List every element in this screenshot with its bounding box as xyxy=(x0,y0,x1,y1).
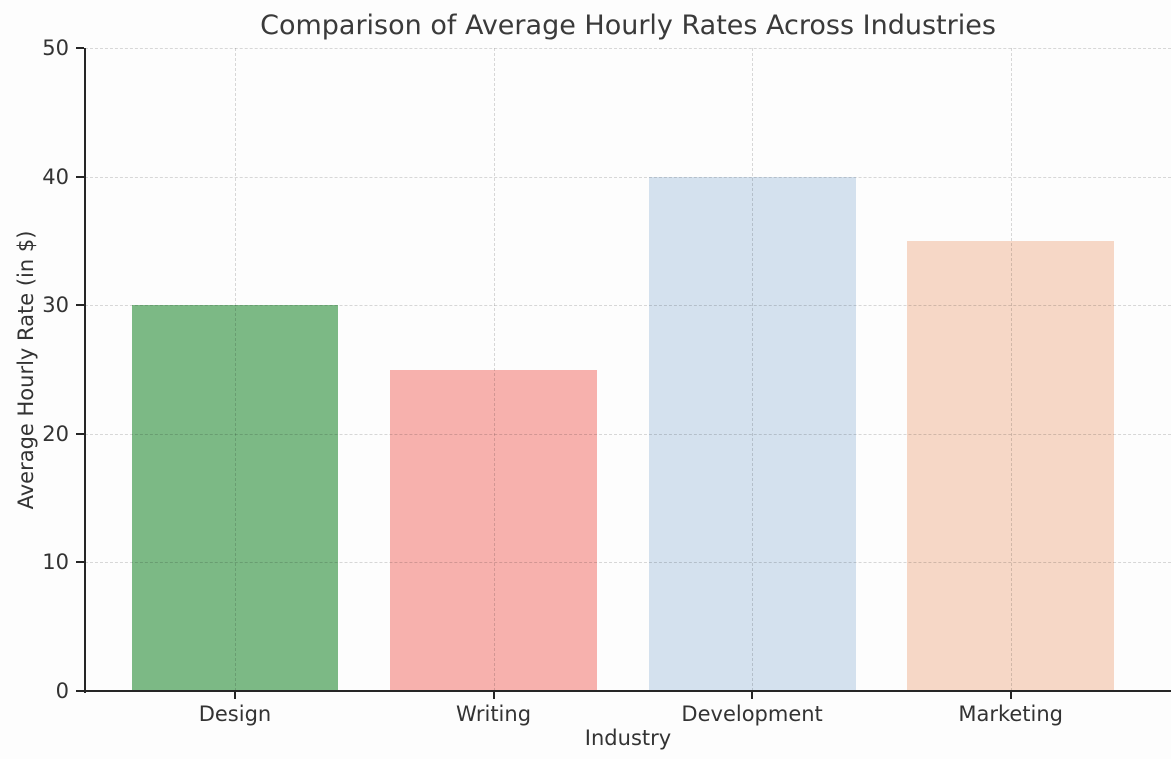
gridline-y-50 xyxy=(85,48,1171,49)
y-tick-label-50: 50 xyxy=(42,36,69,60)
y-tick-0 xyxy=(76,690,84,692)
bar-marketing xyxy=(907,240,1115,691)
y-axis-spine xyxy=(84,48,86,693)
x-tick-label-development: Development xyxy=(681,702,823,726)
axis-layer: 0 10 20 30 40 50 Design Writing Development Marke… xyxy=(42,36,1171,726)
gridline-y-20 xyxy=(85,433,1171,435)
bar-writing xyxy=(390,369,597,691)
x-tick-label-design: Design xyxy=(198,702,272,726)
chart-title: Comparison of Average Hourly Rates Acros… xyxy=(260,10,996,41)
x-tick-design xyxy=(233,692,236,699)
y-tick-label-10: 10 xyxy=(42,550,69,575)
y-tick-label-0: 0 xyxy=(55,679,69,703)
grid-layer xyxy=(85,48,1171,691)
x-tick-label-marketing: Marketing xyxy=(958,702,1063,726)
y-tick-20 xyxy=(76,432,84,435)
gridline-y-10 xyxy=(85,562,1171,564)
x-tick-development xyxy=(751,692,754,699)
x-tick-writing xyxy=(492,692,495,699)
y-tick-label-30: 30 xyxy=(42,293,69,318)
gridline-x-marketing xyxy=(1010,48,1012,691)
gridline-x-design xyxy=(234,48,236,691)
x-tick-marketing xyxy=(1009,692,1012,699)
x-tick-label-writing: Writing xyxy=(456,702,532,726)
y-tick-40 xyxy=(76,175,84,178)
y-axis-label: Average Hourly Rate (in $) xyxy=(14,230,38,510)
gridline-x-writing xyxy=(493,48,495,691)
y-tick-10 xyxy=(76,561,84,564)
x-axis-spine xyxy=(84,690,1171,692)
gridline-y-30 xyxy=(85,305,1171,307)
y-tick-30 xyxy=(76,304,84,307)
bar-development xyxy=(648,176,856,691)
bar-design xyxy=(131,305,339,691)
gridline-y-40 xyxy=(85,176,1171,178)
y-tick-50 xyxy=(76,47,84,49)
y-tick-label-40: 40 xyxy=(42,164,69,189)
plot-area: 0 10 20 30 40 50 Design Writing Development Marke… xyxy=(42,36,1171,726)
x-axis-label: Industry xyxy=(584,726,672,750)
y-tick-label-20: 20 xyxy=(42,421,69,446)
bars-layer xyxy=(85,48,1171,691)
gridline-x-development xyxy=(752,48,754,691)
